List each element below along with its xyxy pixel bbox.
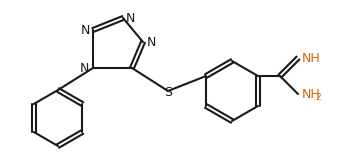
Text: S: S [164,86,172,98]
Text: NH: NH [302,52,321,65]
Text: N: N [126,11,135,25]
Text: 2: 2 [315,94,321,102]
Text: NH: NH [302,88,321,100]
Text: N: N [81,24,90,36]
Text: N: N [80,61,89,74]
Text: N: N [147,35,157,49]
